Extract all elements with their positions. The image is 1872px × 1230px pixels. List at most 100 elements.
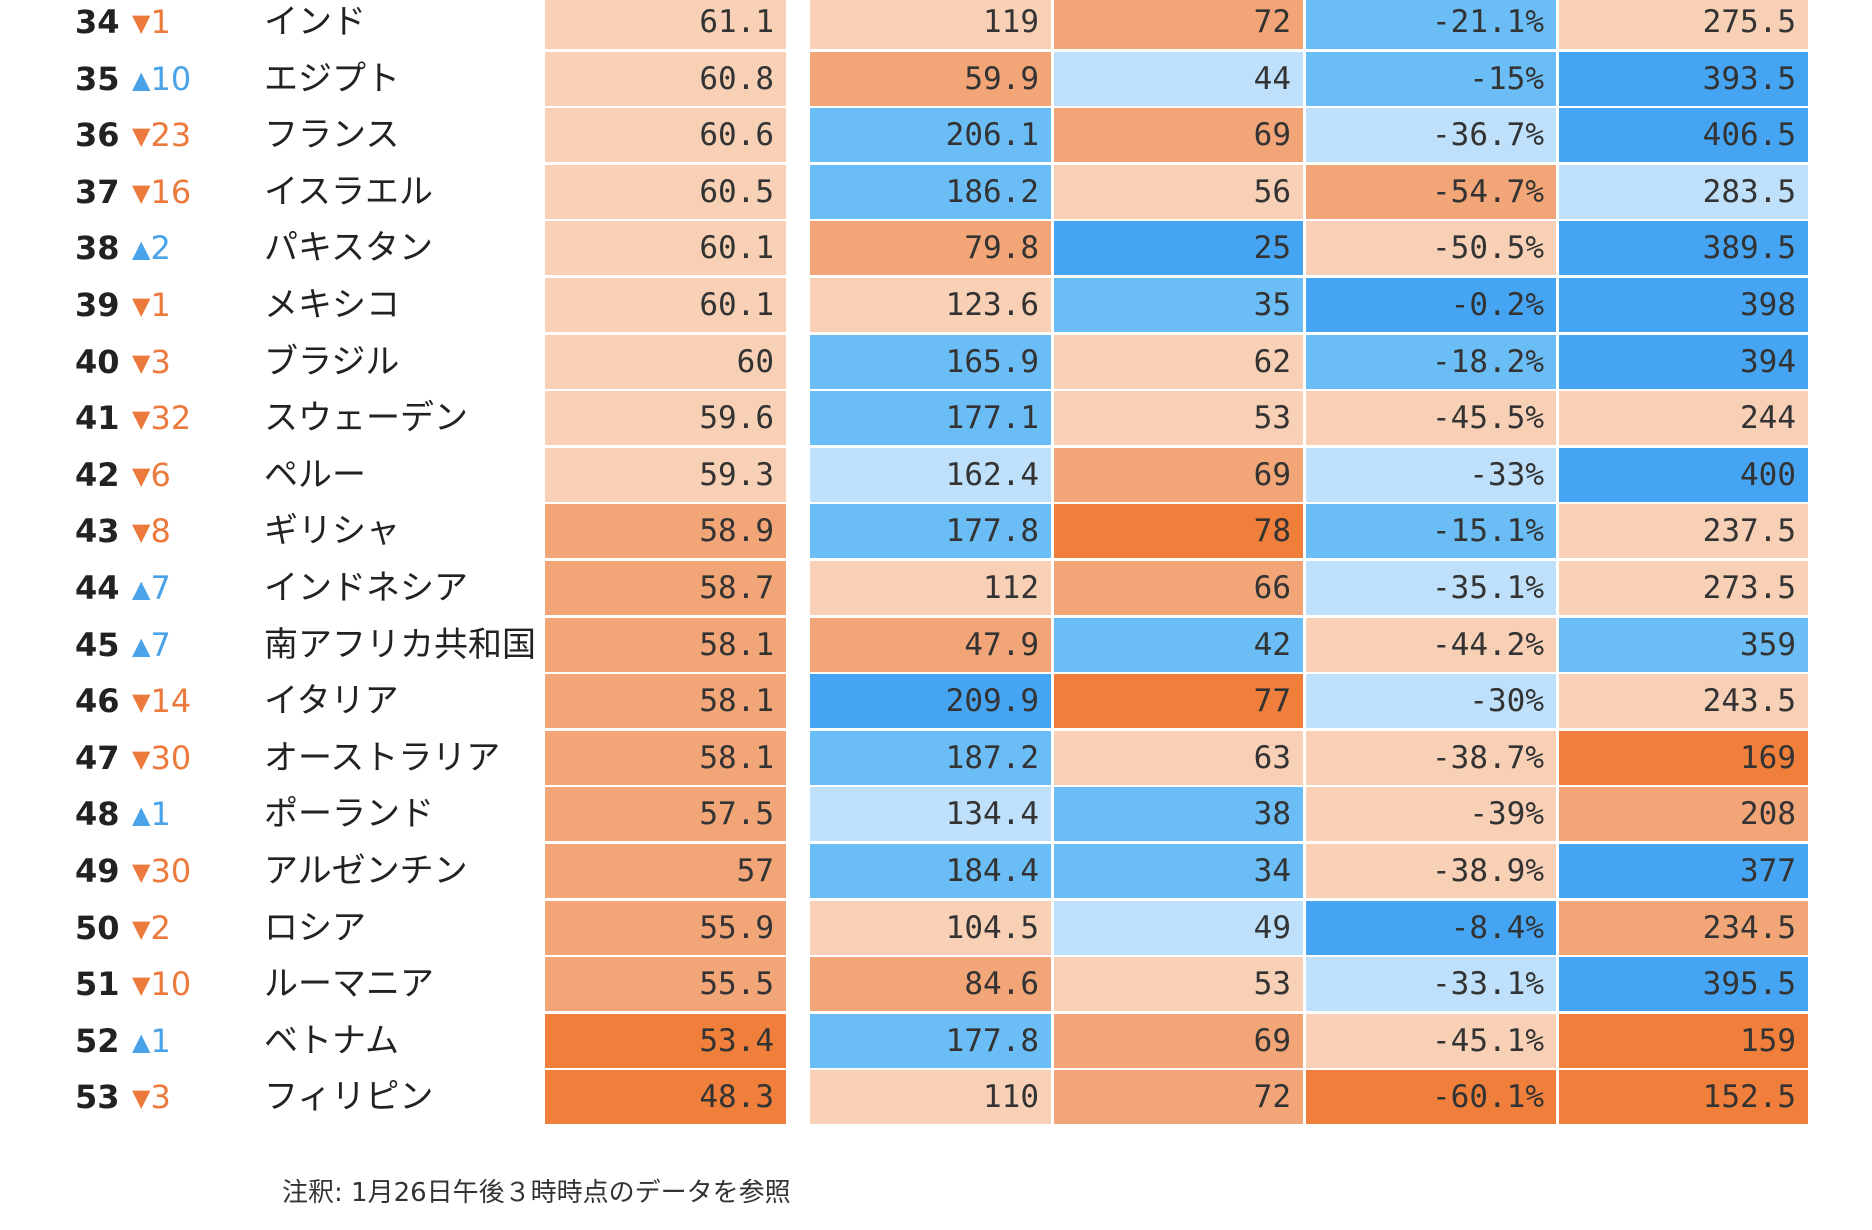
rank-number: 46 [75, 682, 120, 721]
rank-number: 34 [75, 3, 120, 41]
rank-change-value: 14 [150, 682, 192, 721]
rank-change: ▼8 [132, 504, 171, 558]
rank-change: ▼3 [132, 335, 171, 389]
value-cell: 60.1 [545, 278, 786, 332]
country-name: 南アフリカ共和国 [264, 624, 536, 665]
rank-change: ▲7 [132, 561, 171, 615]
value-cell: 377 [1559, 844, 1808, 898]
rank-number: 50 [75, 908, 120, 947]
country-name: ペルー [264, 454, 366, 495]
triangle-down-icon: ▼ [132, 971, 151, 1000]
country-name: ブラジル [264, 341, 400, 382]
rank-change-value: 7 [150, 569, 171, 607]
value-cell: 53 [1054, 957, 1303, 1012]
triangle-down-icon: ▼ [132, 1084, 151, 1113]
value-cell: 169 [1559, 730, 1808, 785]
value-cell: 58.1 [545, 617, 786, 672]
triangle-up-icon: ▲ [132, 631, 151, 660]
table-row: 47 ▼30 オーストラリア 58.1 187.2 63 -38.7% 169 [0, 730, 1872, 785]
rank-change-value: 8 [150, 512, 171, 551]
value-cell: 134.4 [810, 787, 1051, 842]
country-name: ギリシャ [264, 511, 400, 552]
value-cell: -45.5% [1306, 391, 1556, 446]
value-cell: 69 [1054, 108, 1303, 163]
table-row: 37 ▼16 イスラエル 60.5 186.2 56 -54.7% 283.5 [0, 164, 1872, 219]
value-cell: -38.9% [1306, 844, 1556, 898]
value-cell: 60.1 [545, 221, 786, 276]
triangle-down-icon: ▼ [132, 292, 151, 320]
rank-change-value: 2 [150, 908, 171, 947]
table-row: 40 ▼3 ブラジル 60 165.9 62 -18.2% 394 [0, 334, 1872, 389]
value-cell: 79.8 [810, 221, 1051, 276]
value-cell: 184.4 [810, 844, 1051, 898]
rank-change-value: 7 [150, 625, 171, 664]
rank-change-value: 1 [150, 795, 171, 834]
rank-change: ▼32 [132, 391, 191, 445]
table-row: 43 ▼8 ギリシャ 58.9 177.8 78 -15.1% 237.5 [0, 504, 1872, 559]
rank-change: ▲2 [132, 221, 171, 275]
value-cell: 53 [1054, 391, 1303, 446]
rank-change-value: 2 [150, 229, 171, 268]
value-cell: 359 [1559, 617, 1808, 672]
value-cell: 123.6 [810, 278, 1051, 332]
value-cell: 186.2 [810, 164, 1051, 219]
triangle-down-icon: ▼ [132, 461, 151, 490]
table-row: 46 ▼14 イタリア 58.1 209.9 77 -30% 243.5 [0, 674, 1872, 729]
rank-change: ▼10 [132, 957, 191, 1011]
country-name: スウェーデン [264, 398, 468, 439]
value-cell: 165.9 [810, 334, 1051, 389]
country-name: ポーランド [264, 794, 434, 835]
rank-number: 49 [75, 852, 120, 890]
value-cell: -38.7% [1306, 730, 1556, 785]
rank-change: ▼30 [132, 731, 191, 785]
value-cell: 273.5 [1559, 561, 1808, 615]
rank-change-value: 30 [150, 738, 192, 777]
rank-change: ▼3 [132, 1070, 171, 1124]
country-name: アルゼンチン [264, 851, 468, 891]
rank-change: ▼1 [132, 278, 171, 332]
value-cell: 35 [1054, 278, 1303, 332]
table-row: 45 ▲7 南アフリカ共和国 58.1 47.9 42 -44.2% 359 [0, 617, 1872, 672]
triangle-down-icon: ▼ [132, 914, 151, 943]
value-cell: 152.5 [1559, 1070, 1808, 1125]
table-row: 42 ▼6 ペルー 59.3 162.4 69 -33% 400 [0, 447, 1872, 502]
value-cell: 59.9 [810, 51, 1051, 106]
table-row: 36 ▼23 フランス 60.6 206.1 69 -36.7% 406.5 [0, 108, 1872, 163]
rank-number: 42 [75, 455, 120, 494]
table-row: 44 ▲7 インドネシア 58.7 112 66 -35.1% 273.5 [0, 561, 1872, 615]
value-cell: 104.5 [810, 900, 1051, 955]
rank-number: 36 [75, 116, 120, 155]
value-cell: 243.5 [1559, 674, 1808, 729]
rank-change-value: 32 [150, 399, 192, 438]
table-row: 39 ▼1 メキシコ 60.1 123.6 35 -0.2% 398 [0, 278, 1872, 332]
value-cell: 112 [810, 561, 1051, 615]
rank-number: 43 [75, 512, 120, 551]
value-cell: 237.5 [1559, 504, 1808, 559]
value-cell: 110 [810, 1070, 1051, 1125]
value-cell: -50.5% [1306, 221, 1556, 276]
value-cell: 60.8 [545, 51, 786, 106]
table-row: 48 ▲1 ポーランド 57.5 134.4 38 -39% 208 [0, 787, 1872, 842]
rank-change: ▼1 [132, 0, 171, 49]
value-cell: 69 [1054, 1013, 1303, 1068]
value-cell: 60 [545, 334, 786, 389]
value-cell: -45.1% [1306, 1013, 1556, 1068]
value-cell: -18.2% [1306, 334, 1556, 389]
table-row: 34 ▼1 インド 61.1 119 72 -21.1% 275.5 [0, 0, 1872, 49]
value-cell: 234.5 [1559, 900, 1808, 955]
rank-change-value: 30 [150, 852, 192, 890]
value-cell: 283.5 [1559, 164, 1808, 219]
rank-number: 52 [75, 1021, 120, 1060]
value-cell: 177.8 [810, 504, 1051, 559]
country-name: インド [264, 2, 366, 42]
value-cell: -0.2% [1306, 278, 1556, 332]
rank-number: 35 [75, 59, 120, 98]
value-cell: -21.1% [1306, 0, 1556, 49]
table-row: 50 ▼2 ロシア 55.9 104.5 49 -8.4% 234.5 [0, 900, 1872, 955]
value-cell: 47.9 [810, 617, 1051, 672]
country-name: イスラエル [264, 171, 433, 212]
value-cell: 42 [1054, 617, 1303, 672]
rank-number: 38 [75, 229, 120, 268]
country-name: パキスタン [264, 228, 433, 269]
triangle-up-icon: ▲ [132, 235, 151, 264]
